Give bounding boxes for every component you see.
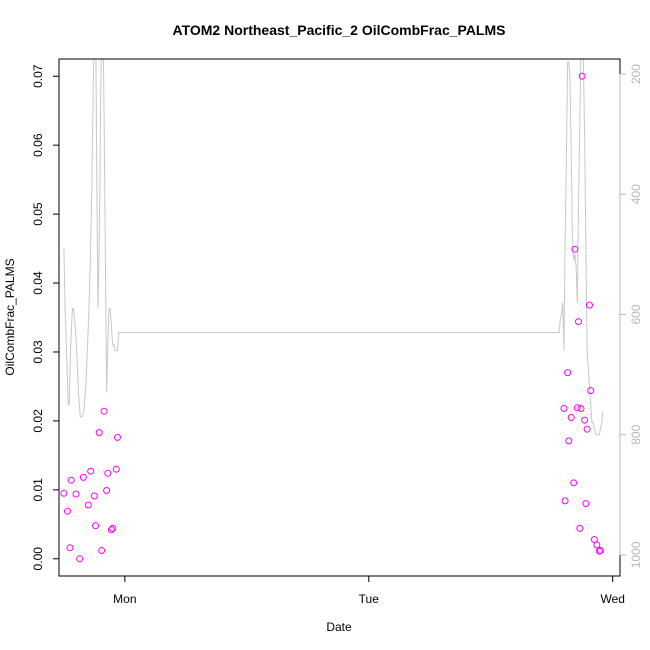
data-point xyxy=(583,425,591,433)
data-point xyxy=(587,387,595,395)
y-axis: 0.00 0.01 0.02 0.03 0.04 0.05 0.06 0.07 xyxy=(31,64,60,571)
y-tick-label: 0.07 xyxy=(31,64,45,88)
data-point xyxy=(79,473,87,481)
data-point xyxy=(593,541,601,549)
data-point xyxy=(90,492,98,500)
x-axis: Mon Tue Wed xyxy=(113,575,625,606)
data-point xyxy=(570,479,578,487)
data-point xyxy=(95,429,103,437)
y-tick-label: 0.00 xyxy=(31,547,45,571)
data-point xyxy=(595,547,603,555)
series-line-1-0 xyxy=(63,59,604,436)
data-point xyxy=(573,404,581,412)
x-axis-label: Date xyxy=(326,620,352,634)
data-point xyxy=(561,497,569,505)
data-point xyxy=(64,507,71,515)
data-point xyxy=(582,500,590,508)
y2-axis: 200 400 600 800 1000 xyxy=(619,64,643,568)
y-tick-label: 0.04 xyxy=(31,271,45,295)
data-point xyxy=(100,407,108,415)
data-point xyxy=(112,465,120,473)
data-point xyxy=(114,433,121,441)
data-point xyxy=(581,416,589,424)
data-point xyxy=(76,555,84,563)
y-tick-label: 0.01 xyxy=(31,478,45,502)
data-point xyxy=(576,524,584,532)
data-point xyxy=(72,490,80,498)
data-point xyxy=(560,405,568,412)
y2-tick-label: 400 xyxy=(629,184,643,204)
y-tick-label: 0.05 xyxy=(31,202,45,226)
data-point xyxy=(67,476,75,484)
data-point xyxy=(564,369,572,377)
y2-tick-label: 1000 xyxy=(629,541,643,568)
data-point xyxy=(578,72,586,80)
chart-title: ATOM2 Northeast_Pacific_2 OilCombFrac_PA… xyxy=(173,22,506,38)
y2-tick-label: 600 xyxy=(629,304,643,324)
data-point xyxy=(597,547,604,554)
data-point xyxy=(103,487,111,494)
data-point xyxy=(60,489,68,497)
data-point xyxy=(577,405,585,412)
x-tick-label: Wed xyxy=(600,592,624,606)
data-point xyxy=(107,526,115,534)
data-point xyxy=(575,318,582,326)
y-tick-label: 0.06 xyxy=(31,133,45,157)
data-point xyxy=(109,524,117,532)
y2-tick-label: 200 xyxy=(629,64,643,84)
y-axis-label: OilCombFrac_PALMS xyxy=(3,258,17,375)
data-point xyxy=(586,301,593,309)
data-point xyxy=(92,522,100,530)
data-point xyxy=(571,245,579,253)
y2-tick-label: 800 xyxy=(629,424,643,444)
data-point xyxy=(84,501,92,509)
x-tick-label: Tue xyxy=(359,592,380,606)
line-layer xyxy=(63,59,604,436)
y-tick-label: 0.02 xyxy=(31,409,45,433)
data-point xyxy=(565,437,573,445)
data-point xyxy=(567,414,575,421)
x-tick-label: Mon xyxy=(113,592,136,606)
y-tick-label: 0.03 xyxy=(31,340,45,364)
points-layer xyxy=(60,72,604,563)
data-point xyxy=(66,544,74,552)
data-point xyxy=(98,547,106,554)
data-point xyxy=(87,467,95,475)
data-point xyxy=(104,469,112,477)
